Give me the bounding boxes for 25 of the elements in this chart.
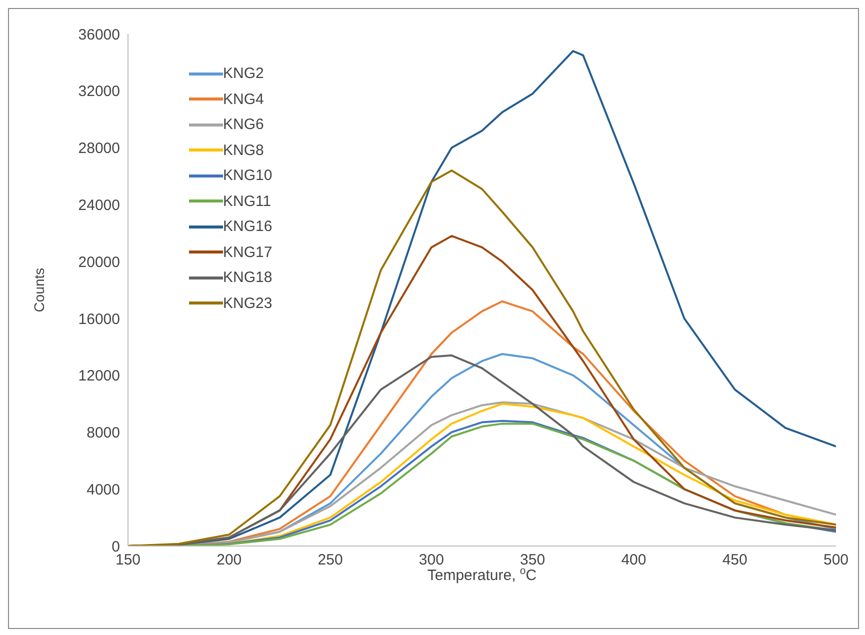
x-tick-label: 500 (823, 552, 849, 569)
legend-label: KNG18 (223, 269, 272, 286)
y-axis-title: Counts (30, 268, 47, 312)
y-tick-label: 8000 (86, 424, 120, 442)
legend-label: KNG16 (223, 218, 272, 236)
legend-label: KNG17 (223, 244, 272, 261)
legend-label: KNG2 (223, 65, 264, 82)
x-tick-label: 250 (318, 552, 343, 569)
x-tick-label: 450 (722, 552, 748, 569)
y-tick-label: 28000 (78, 140, 120, 158)
y-tick-label: 20000 (78, 254, 120, 271)
legend-label: KNG11 (223, 192, 272, 210)
y-tick-label: 36000 (78, 26, 120, 44)
legend-label: KNG23 (223, 294, 272, 312)
y-tick-label: 32000 (78, 83, 120, 100)
y-tick-label: 4000 (86, 481, 120, 498)
y-tick-label: 12000 (78, 368, 120, 385)
y-tick-label: 16000 (78, 310, 120, 328)
x-tick-label: 400 (621, 552, 646, 569)
legend-label: KNG6 (223, 116, 264, 134)
y-tick-label: 24000 (78, 196, 120, 214)
x-tick-label: 200 (216, 552, 242, 569)
legend-label: KNG10 (223, 167, 272, 184)
legend-label: KNG4 (223, 90, 264, 108)
legend-label: KNG8 (223, 142, 264, 159)
